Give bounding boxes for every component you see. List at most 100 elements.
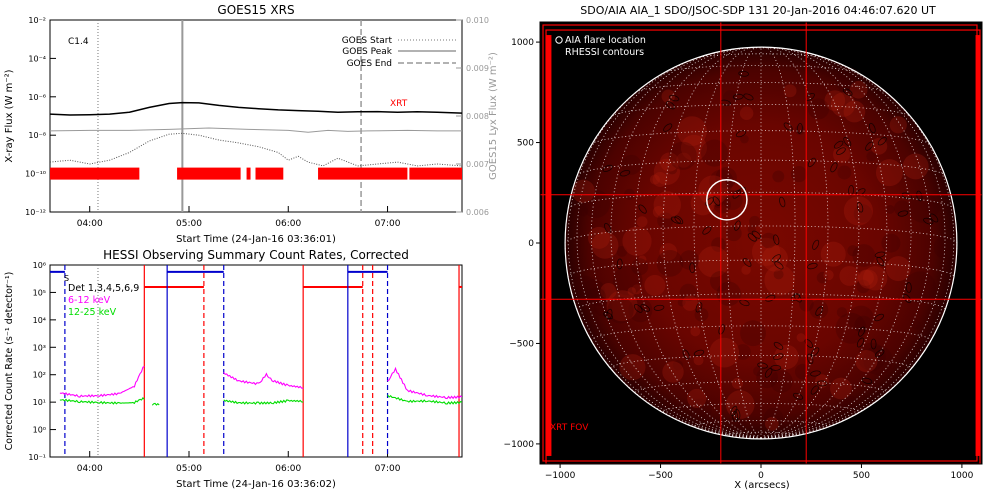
goes-short-series — [50, 132, 462, 167]
corona-blob — [656, 250, 684, 277]
corona-blob — [587, 287, 606, 306]
rhessi-contour — [674, 215, 684, 225]
hessi-ytick-label: 10⁻¹ — [28, 453, 46, 462]
rhessi-contour — [861, 377, 873, 384]
sdo-panel: SDO/AIA AIA_1 SDO/JSOC-SDP 131 20-Jan-20… — [504, 4, 983, 491]
rhessi-contour — [870, 338, 877, 350]
corona-blob — [866, 151, 877, 162]
sdo-title: SDO/AIA AIA_1 SDO/JSOC-SDP 131 20-Jan-20… — [580, 4, 936, 17]
corona-blob — [631, 258, 649, 276]
heliographic-gridline — [760, 48, 912, 439]
heliographic-gridline — [635, 82, 887, 93]
rhessi-contour — [735, 130, 747, 138]
corona-blob — [638, 255, 647, 264]
hessi-ytick-label: 10⁰ — [33, 426, 46, 435]
rhessi-contour — [843, 137, 852, 147]
corona-blob — [694, 307, 709, 322]
rhessi-contour — [665, 101, 676, 110]
rhessi-contour — [774, 261, 784, 270]
goes-panel: GOES15 XRS 10⁻² 10⁻⁴ 10⁻⁶ 10⁻⁸ 10⁻¹⁰ 10⁻¹² 0.… — [4, 3, 499, 245]
rhessi-contour — [773, 341, 784, 350]
heliographic-gridline — [610, 48, 762, 439]
rhessi-contour — [619, 170, 631, 177]
heliographic-gridline — [696, 53, 826, 59]
sdo-xtick-label: 1000 — [950, 471, 973, 481]
rhessi-contour — [929, 213, 939, 223]
goes-ylabel-left: X-ray Flux (W m⁻²) — [4, 69, 15, 162]
corona-blob — [875, 159, 903, 187]
corona-blob — [764, 417, 779, 431]
corona-blob — [740, 134, 749, 144]
goes-observing-bar — [409, 167, 462, 180]
heliographic-gridline — [760, 46, 796, 439]
rhessi-contour — [732, 411, 739, 422]
corona-blob — [847, 305, 874, 332]
rhessi-contour — [702, 226, 712, 235]
rhessi-contour — [856, 202, 864, 213]
corona-blob — [847, 245, 859, 257]
goes-title: GOES15 XRS — [217, 3, 294, 17]
corona-blob — [857, 269, 874, 286]
corona-blob — [676, 152, 692, 168]
corona-blob — [762, 245, 788, 272]
hessi-ytick-label: 10¹ — [33, 398, 46, 407]
corona-blob — [680, 134, 707, 161]
corona-blob — [843, 100, 866, 123]
hessi-xtick-label: 05:00 — [176, 464, 202, 474]
hessi-series-12-25kev — [59, 397, 145, 405]
rhessi-contour — [693, 349, 705, 357]
corona-blob — [631, 284, 642, 295]
rhessi-contour — [856, 337, 865, 348]
rhessi-contour — [765, 294, 776, 302]
heliographic-gridline — [664, 65, 858, 74]
rhessi-contour — [770, 364, 782, 371]
sdo-ytick-label: 1000 — [511, 38, 534, 48]
goes-observing-bar — [255, 167, 284, 180]
corona-blob — [739, 106, 754, 121]
xrt-fov-label: XRT FOV — [550, 423, 589, 433]
rhessi-contour — [905, 282, 912, 293]
heliographic-gridline — [760, 46, 829, 439]
rhessi-contour — [712, 196, 721, 206]
rhessi-contour — [682, 349, 690, 360]
goes-y2tick-label: 0.008 — [466, 112, 489, 121]
corona-blob — [894, 200, 911, 217]
sdo-ytick-label: 500 — [517, 139, 534, 149]
sdo-ytick-label: −500 — [509, 339, 534, 349]
hessi-panel: HESSI Observing Summary Count Rates, Cor… — [4, 248, 463, 490]
corona-blob — [863, 345, 893, 376]
rhessi-contour — [663, 123, 673, 132]
goes-legend: GOES Start GOES Peak GOES End — [342, 36, 456, 69]
xrt-fov-edge — [546, 35, 552, 456]
corona-blob — [657, 212, 674, 229]
hessi-series-12-25kev — [387, 394, 462, 405]
rhessi-contour — [810, 347, 820, 357]
corona-blob — [856, 279, 870, 294]
rhessi-contour — [848, 184, 854, 196]
hessi-xtick-label: 04:00 — [77, 464, 103, 474]
hessi-ytick-label: 10⁶ — [33, 261, 46, 270]
goes-ytick-label: 10⁻⁴ — [28, 54, 46, 63]
rhessi-contour — [695, 302, 703, 313]
rhessi-contour — [796, 123, 803, 134]
rhessi-contour — [877, 136, 887, 146]
rhessi-contour — [874, 313, 885, 322]
corona-blob — [737, 419, 747, 429]
corona-blob — [753, 365, 764, 377]
rhessi-contour — [874, 251, 886, 258]
corona-blob — [607, 297, 634, 324]
corona-blob — [735, 344, 751, 360]
corona-blob — [881, 233, 901, 253]
goes-observing-bar — [50, 167, 140, 180]
corona-blob — [668, 141, 697, 170]
hessi-ylabel: Corrected Count Rate (s⁻¹ detector⁻¹) — [4, 272, 15, 451]
rhessi-contour — [732, 93, 744, 100]
hessi-title: HESSI Observing Summary Count Rates, Cor… — [103, 248, 409, 262]
corona-blob — [652, 205, 665, 218]
hessi-xtick-label: 07:00 — [375, 464, 401, 474]
corona-blob — [711, 237, 726, 252]
heliographic-gridline — [610, 355, 912, 369]
corona-blob — [741, 265, 751, 275]
goes-observing-bar — [318, 167, 408, 180]
